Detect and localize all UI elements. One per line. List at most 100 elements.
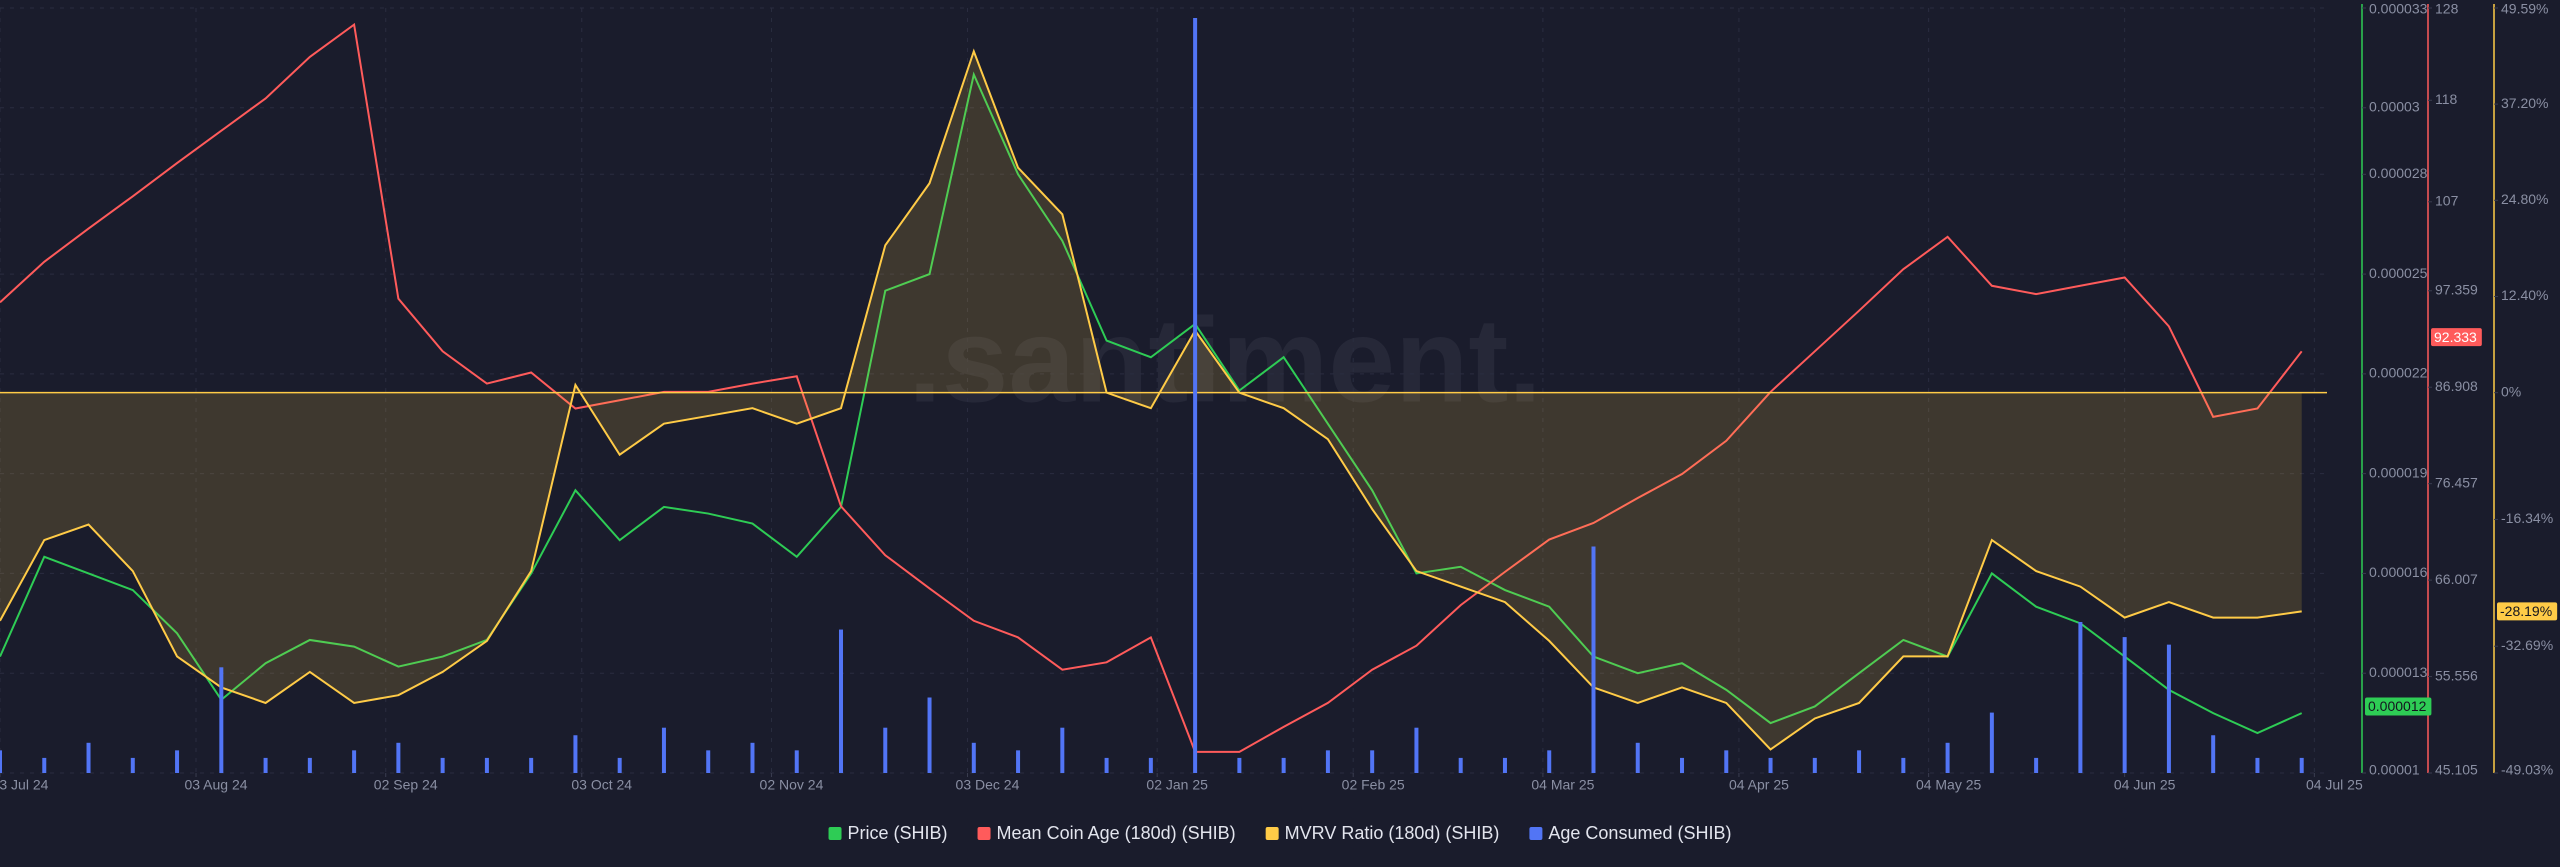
age-consumed-bar — [484, 757, 489, 773]
age-consumed-bar — [1635, 742, 1640, 773]
current-value-label: 0.000012 — [2368, 698, 2427, 714]
legend-label: Mean Coin Age (180d) (SHIB) — [997, 823, 1236, 843]
x-tick-label: 02 Nov 24 — [760, 777, 824, 793]
series-line — [0, 48, 2302, 751]
x-tick-label: 04 May 25 — [1916, 777, 1982, 793]
age-consumed-bar — [883, 727, 888, 773]
age-consumed-bar — [1768, 757, 1773, 773]
age-consumed-bar — [219, 667, 224, 773]
age-consumed-bar — [2166, 644, 2171, 773]
x-tick-label: 04 Jul 25 — [2306, 777, 2363, 793]
x-tick-label: 02 Feb 25 — [1342, 777, 1405, 793]
y-tick-label: 107 — [2435, 193, 2459, 209]
plot-area — [0, 18, 2327, 773]
age-consumed-bar — [2299, 757, 2304, 773]
age-consumed-bar — [86, 742, 91, 773]
age-consumed-bar — [661, 727, 666, 773]
legend-swatch — [1529, 827, 1543, 840]
y-tick-label: 0.000022 — [2369, 365, 2428, 381]
current-value-badge — [2365, 697, 2432, 716]
series-line — [0, 22, 2303, 753]
age-consumed-bar — [1148, 757, 1153, 773]
current-value-label: 92.333 — [2434, 329, 2477, 345]
y-tick-label: 86.908 — [2435, 378, 2478, 394]
age-consumed-bar — [1370, 750, 1375, 773]
x-tick-label: 02 Sep 24 — [374, 777, 438, 793]
age-consumed-bar — [839, 629, 844, 773]
mvrv-area — [0, 51, 2302, 750]
y-tick-label: 0.000016 — [2369, 564, 2428, 580]
age-consumed-bar — [1812, 757, 1817, 773]
age-consumed-bar — [927, 697, 932, 773]
y-tick-label: 12.40% — [2501, 287, 2548, 303]
age-consumed-bar — [1237, 757, 1242, 773]
age-consumed-bar — [263, 757, 268, 773]
age-consumed-bar — [1724, 750, 1729, 773]
legend-swatch — [1265, 827, 1279, 840]
age-consumed-bar — [794, 750, 799, 773]
y-tick-label: -49.03% — [2501, 762, 2553, 778]
age-consumed-bar — [307, 757, 312, 773]
age-consumed-bar — [2255, 757, 2260, 773]
age-consumed-bar — [1989, 712, 1994, 773]
y-tick-label: 0.000025 — [2369, 265, 2428, 281]
age-consumed-bar — [2034, 757, 2039, 773]
legend: Price (SHIB) Mean Coin Age (180d) (SHIB) M… — [828, 823, 1731, 843]
age-consumed-bar — [1104, 757, 1109, 773]
age-consumed-bar — [130, 757, 135, 773]
age-consumed-bar — [529, 757, 534, 773]
y-tick-label: 49.59% — [2501, 1, 2548, 17]
x-tick-label: 03 Aug 24 — [184, 777, 247, 793]
y-tick-label: 76.457 — [2435, 474, 2478, 490]
age-consumed-bar — [175, 750, 180, 773]
x-tick-label: 03 Oct 24 — [571, 777, 632, 793]
y-tick-label: 0.00003 — [2369, 98, 2420, 114]
y-tick-label: 0.00001 — [2369, 762, 2420, 778]
age-consumed-bar — [2211, 735, 2216, 773]
age-consumed-bar — [1193, 18, 1198, 773]
age-consumed-bar — [971, 742, 976, 773]
x-tick-label: 03 Jul 24 — [0, 777, 49, 793]
y-tick-label: 55.556 — [2435, 667, 2478, 683]
legend-label: Age Consumed (SHIB) — [1548, 823, 1731, 843]
age-consumed-bar — [2078, 622, 2083, 773]
age-consumed-bar — [1502, 757, 1507, 773]
age-consumed-bar — [396, 742, 401, 773]
series-line — [0, 71, 2303, 735]
age-consumed-bar — [1945, 742, 1950, 773]
x-tick-label: 02 Jan 25 — [1146, 777, 1208, 793]
x-tick-label: 04 Mar 25 — [1531, 777, 1594, 793]
y-tick-label: 0.000033 — [2369, 1, 2428, 17]
current-value-badge — [2431, 328, 2482, 347]
age-consumed-bar — [1591, 546, 1596, 773]
age-consumed-bar — [1281, 757, 1286, 773]
y-tick-label: -32.69% — [2501, 637, 2553, 653]
age-consumed-bar — [706, 750, 711, 773]
y-tick-label: -16.34% — [2501, 510, 2553, 526]
age-consumed-bar — [750, 742, 755, 773]
legend-swatch — [828, 827, 842, 840]
age-consumed-bar — [42, 757, 47, 773]
x-tick-label: 03 Dec 24 — [956, 777, 1020, 793]
current-value-label: -28.19% — [2500, 603, 2552, 619]
watermark: .santiment. — [908, 294, 1541, 428]
age-consumed-bar — [1414, 727, 1419, 773]
age-consumed-bar — [1060, 727, 1065, 773]
x-tick-label: 04 Jun 25 — [2114, 777, 2176, 793]
y-tick-label: 0.000019 — [2369, 464, 2428, 480]
y-tick-label: 0.000013 — [2369, 664, 2428, 680]
age-consumed-bar — [1016, 750, 1021, 773]
age-consumed-bar — [352, 750, 357, 773]
y-tick-label: 128 — [2435, 1, 2459, 17]
current-value-badge — [2497, 602, 2558, 621]
y-tick-label: 45.105 — [2435, 762, 2478, 778]
legend-label: MVRV Ratio (180d) (SHIB) — [1285, 823, 1500, 843]
legend-swatch — [977, 827, 991, 840]
y-tick-label: 0% — [2501, 383, 2521, 399]
age-consumed-bar — [617, 757, 622, 773]
age-consumed-bar — [1901, 757, 1906, 773]
age-consumed-bar — [1458, 757, 1463, 773]
x-tick-label: 04 Apr 25 — [1729, 777, 1789, 793]
